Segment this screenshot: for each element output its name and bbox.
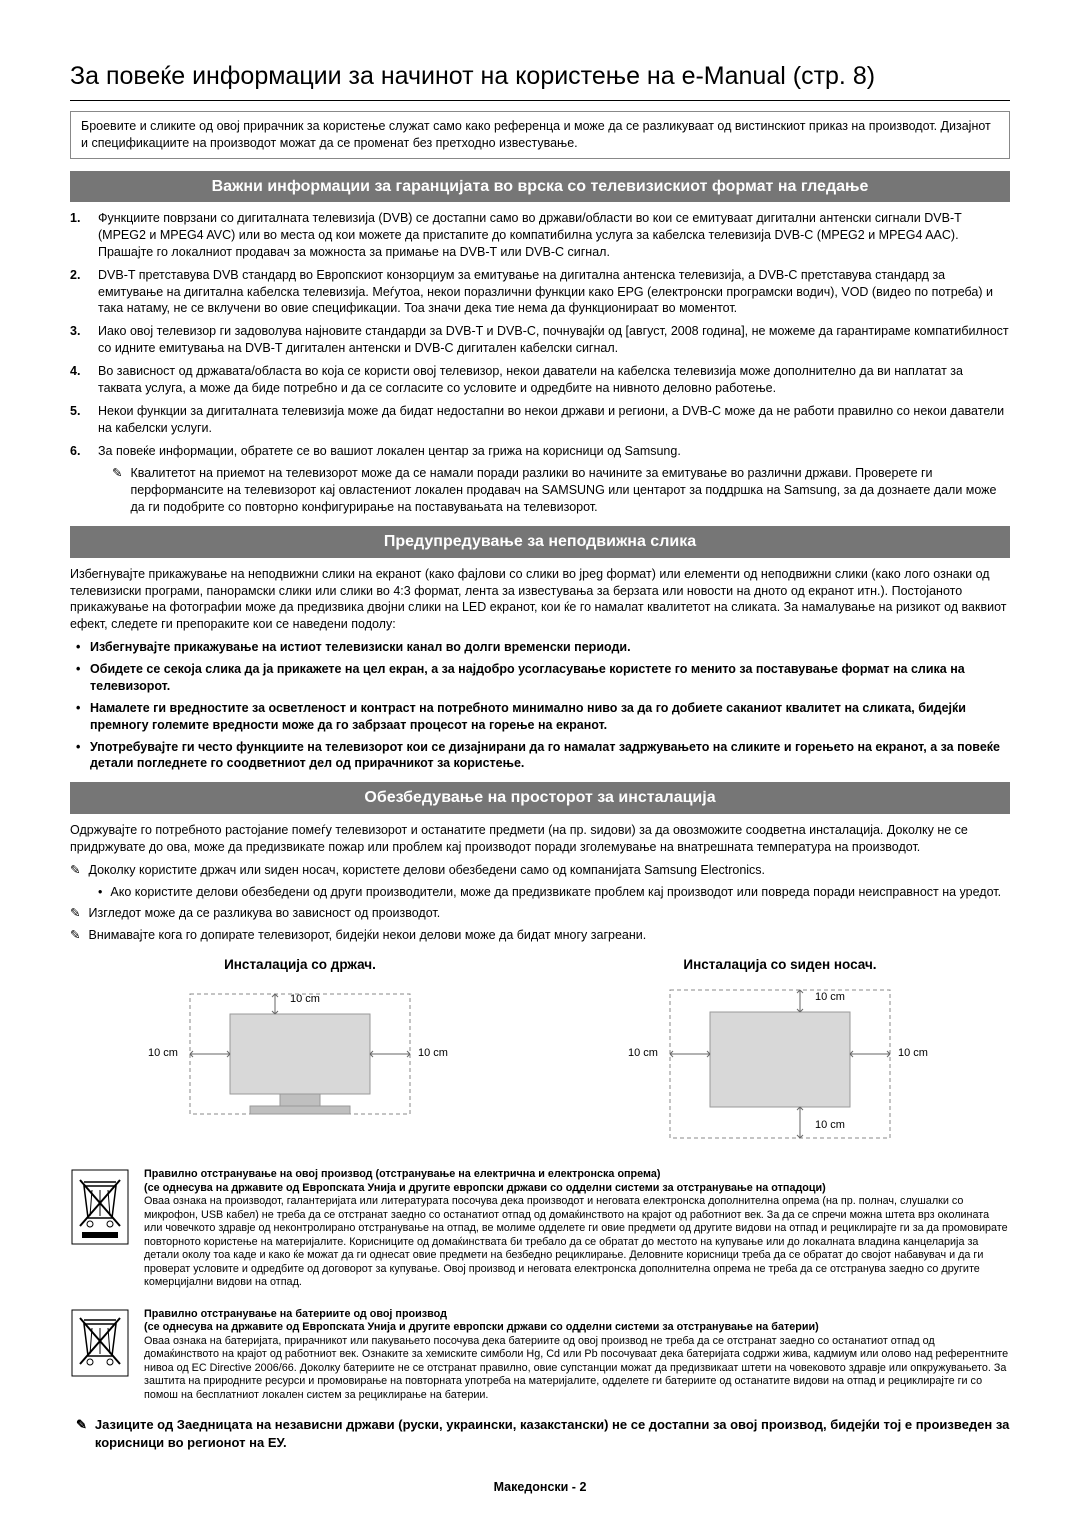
warranty-item: За повеќе информации, обратете се во ваш… — [98, 443, 1010, 460]
wall-title: Инсталација со ѕиден носач. — [550, 956, 1010, 974]
still-header: Предупредување за неподвижна слика — [70, 526, 1010, 558]
disposal1-title: Правилно отстранување на овој производ (… — [144, 1168, 1010, 1181]
warranty-note: ✎ Квалитетот на приемот на телевизорот м… — [70, 465, 1010, 516]
dim-right: 10 cm — [418, 1046, 448, 1061]
note-icon: ✎ — [112, 465, 122, 516]
disposal-battery-text: Правилно отстранување на батериите од ов… — [144, 1308, 1010, 1402]
note-icon: ✎ — [70, 905, 80, 922]
warranty-list: 1.Функциите поврзани со дигиталната теле… — [70, 210, 1010, 459]
weee-icon — [70, 1168, 130, 1289]
warranty-item: Некои функции за дигиталната телевизија … — [98, 403, 1010, 437]
stand-col: Инсталација со држач. 10 cm 10 cm 10 cm — [70, 956, 530, 1144]
wall-diagram: 10 cm 10 cm 10 cm 10 cm — [600, 984, 960, 1144]
disposal1-body: Оваа ознака на производот, галантеријата… — [144, 1195, 1010, 1289]
stand-title: Инсталација со држач. — [70, 956, 530, 974]
dim-bottom: 10 cm — [815, 1118, 845, 1133]
disposal2-title: Правилно отстранување на батериите од ов… — [144, 1308, 1010, 1321]
install-note: Доколку користите држач или ѕиден носач,… — [88, 862, 765, 879]
num: 6. — [70, 443, 98, 460]
num: 3. — [70, 323, 98, 357]
page-title: За повеќе информации за начинот на корис… — [70, 60, 1010, 101]
bullet: • — [98, 884, 102, 901]
warranty-note-text: Квалитетот на приемот на телевизорот мож… — [130, 465, 1010, 516]
dim-left: 10 cm — [148, 1046, 178, 1061]
wall-col: Инсталација со ѕиден носач. 10 cm 10 cm — [550, 956, 1010, 1144]
intro-box: Броевите и сликите од овој прирачник за … — [70, 111, 1010, 159]
install-intro: Одржувајте го потребното растојание поме… — [70, 822, 1010, 856]
dim-top: 10 cm — [815, 990, 845, 1005]
warranty-item: Функциите поврзани со дигиталната телеви… — [98, 210, 1010, 261]
install-note: Ако користите делови обезбедени од други… — [110, 884, 1001, 901]
num: 4. — [70, 363, 98, 397]
disposal-weee: Правилно отстранување на овој производ (… — [70, 1168, 1010, 1289]
still-bullets: Избегнувајте прикажување на истиот телев… — [70, 639, 1010, 772]
disposal-battery: Правилно отстранување на батериите од ов… — [70, 1308, 1010, 1402]
stand-diagram: 10 cm 10 cm 10 cm — [120, 984, 480, 1144]
dim-top: 10 cm — [290, 992, 320, 1007]
still-bullet: Избегнувајте прикажување на истиот телев… — [90, 639, 1010, 656]
still-intro: Избегнувајте прикажување на неподвижни с… — [70, 566, 1010, 634]
dim-right: 10 cm — [898, 1046, 928, 1061]
still-bullet: Намалете ги вредностите за осветленост и… — [90, 700, 1010, 734]
note-icon: ✎ — [70, 927, 80, 944]
still-bullet: Употребувајте ги често функциите на теле… — [90, 739, 1010, 773]
install-diagrams: Инсталација со држач. 10 cm 10 cm 10 cm — [70, 956, 1010, 1144]
battery-icon — [70, 1308, 130, 1402]
num: 1. — [70, 210, 98, 261]
disposal1-sub: (се однесува на државите од Европската У… — [144, 1182, 1010, 1195]
warranty-header: Важни информации за гаранцијата во врска… — [70, 171, 1010, 203]
disposal-weee-text: Правилно отстранување на овој производ (… — [144, 1168, 1010, 1289]
install-note: Изгледот може да се разликува во зависно… — [88, 905, 440, 922]
language-note: ✎ Јазиците од Заедницата на независни др… — [70, 1416, 1010, 1451]
note-icon: ✎ — [70, 862, 80, 879]
dim-left: 10 cm — [628, 1046, 658, 1061]
warranty-item: Во зависност од државата/областа во која… — [98, 363, 1010, 397]
disposal2-sub: (се однесува на државите од Европската У… — [144, 1321, 1010, 1334]
lang-note-text: Јазиците од Заедницата на независни држа… — [95, 1416, 1010, 1451]
num: 2. — [70, 267, 98, 318]
install-header: Обезбедување на просторот за инсталација — [70, 782, 1010, 814]
num: 5. — [70, 403, 98, 437]
warranty-item: Иако овој телевизор ги задоволува најнов… — [98, 323, 1010, 357]
disposal2-body: Оваа ознака на батеријата, прирачникот и… — [144, 1335, 1010, 1402]
install-note: Внимавајте кога го допирате телевизорот,… — [88, 927, 646, 944]
warranty-item: DVB-T претставува DVB стандард во Европс… — [98, 267, 1010, 318]
note-icon: ✎ — [76, 1416, 87, 1451]
install-notes: ✎ Доколку користите држач или ѕиден носач… — [70, 862, 1010, 945]
still-bullet: Обидете се секоја слика да ја прикажете … — [90, 661, 1010, 695]
